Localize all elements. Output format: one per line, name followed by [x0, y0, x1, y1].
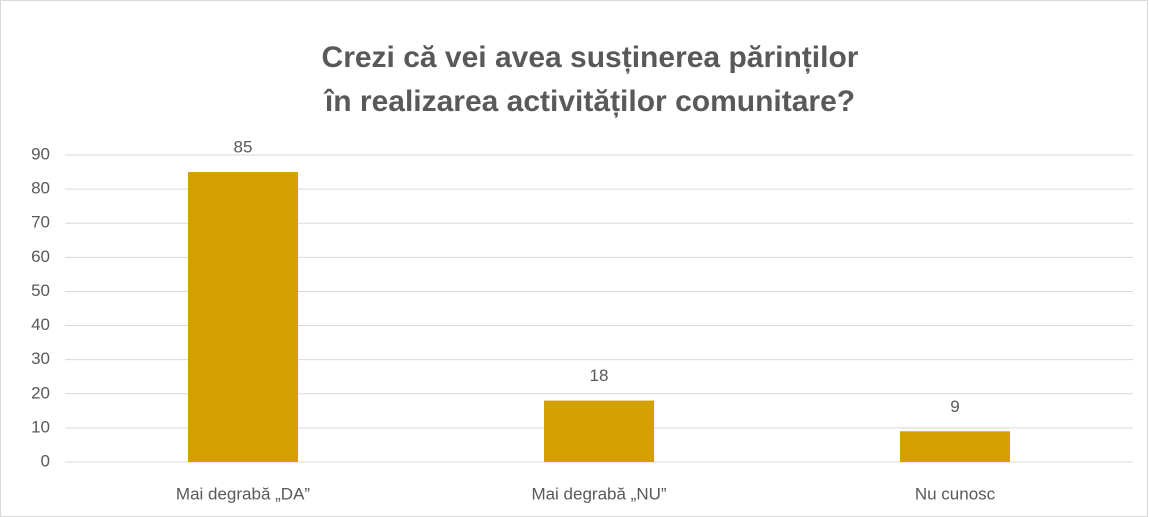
data-label: 18 [590, 366, 609, 385]
y-tick-label: 50 [31, 281, 50, 300]
y-tick-label: 20 [31, 383, 50, 402]
x-tick-label: Nu cunosc [915, 484, 996, 503]
bar [900, 431, 1010, 462]
y-tick-label: 0 [41, 451, 50, 470]
y-tick-label: 80 [31, 179, 50, 198]
x-tick-label: Mai degrabă „NU” [531, 484, 666, 503]
y-tick-label: 90 [31, 144, 50, 163]
bar [544, 400, 654, 462]
x-tick-label: Mai degrabă „DA” [176, 484, 311, 503]
chart-title: Crezi că vei avea susținerea părinților [322, 41, 859, 74]
y-tick-label: 70 [31, 213, 50, 232]
y-tick-label: 60 [31, 247, 50, 266]
y-tick-label: 30 [31, 349, 50, 368]
chart-title: în realizarea activităților comunitare? [323, 85, 855, 118]
data-label: 85 [234, 138, 253, 157]
data-label: 9 [950, 397, 959, 416]
y-tick-label: 40 [31, 315, 50, 334]
bar [188, 172, 298, 463]
y-tick-label: 10 [31, 417, 50, 436]
